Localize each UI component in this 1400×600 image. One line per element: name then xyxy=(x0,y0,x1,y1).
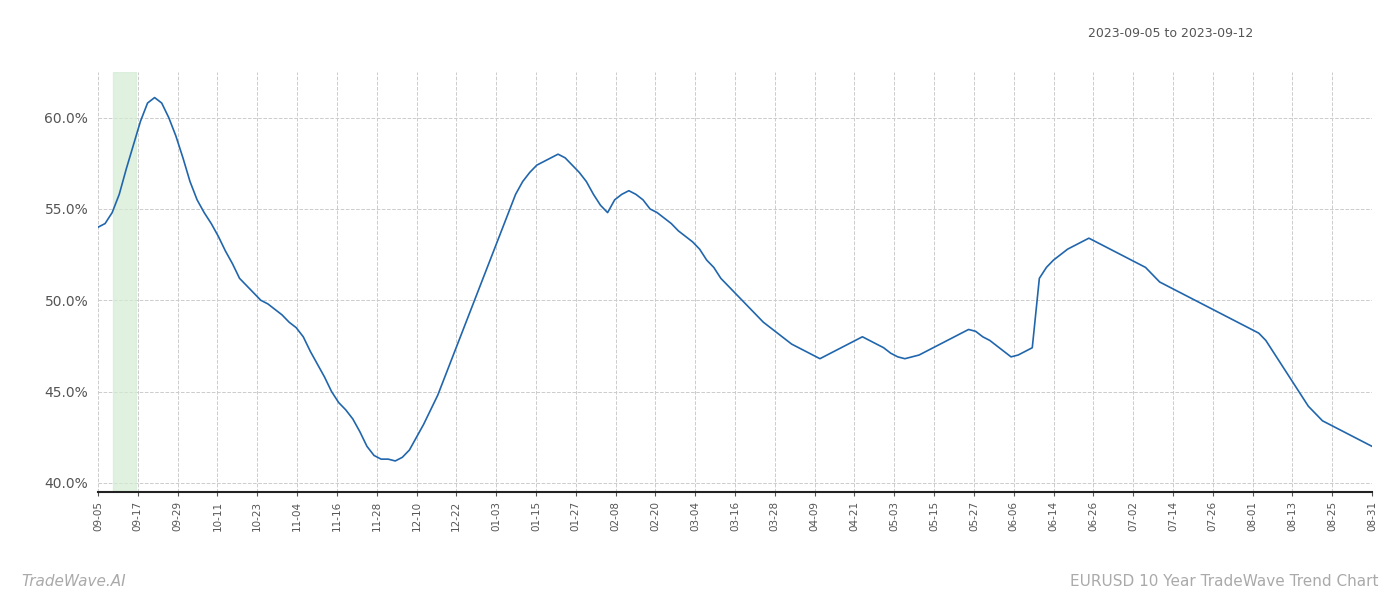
Text: EURUSD 10 Year TradeWave Trend Chart: EURUSD 10 Year TradeWave Trend Chart xyxy=(1071,574,1379,589)
Text: TradeWave.AI: TradeWave.AI xyxy=(21,574,126,589)
Text: 2023-09-05 to 2023-09-12: 2023-09-05 to 2023-09-12 xyxy=(1088,27,1253,40)
Bar xyxy=(113,72,136,492)
